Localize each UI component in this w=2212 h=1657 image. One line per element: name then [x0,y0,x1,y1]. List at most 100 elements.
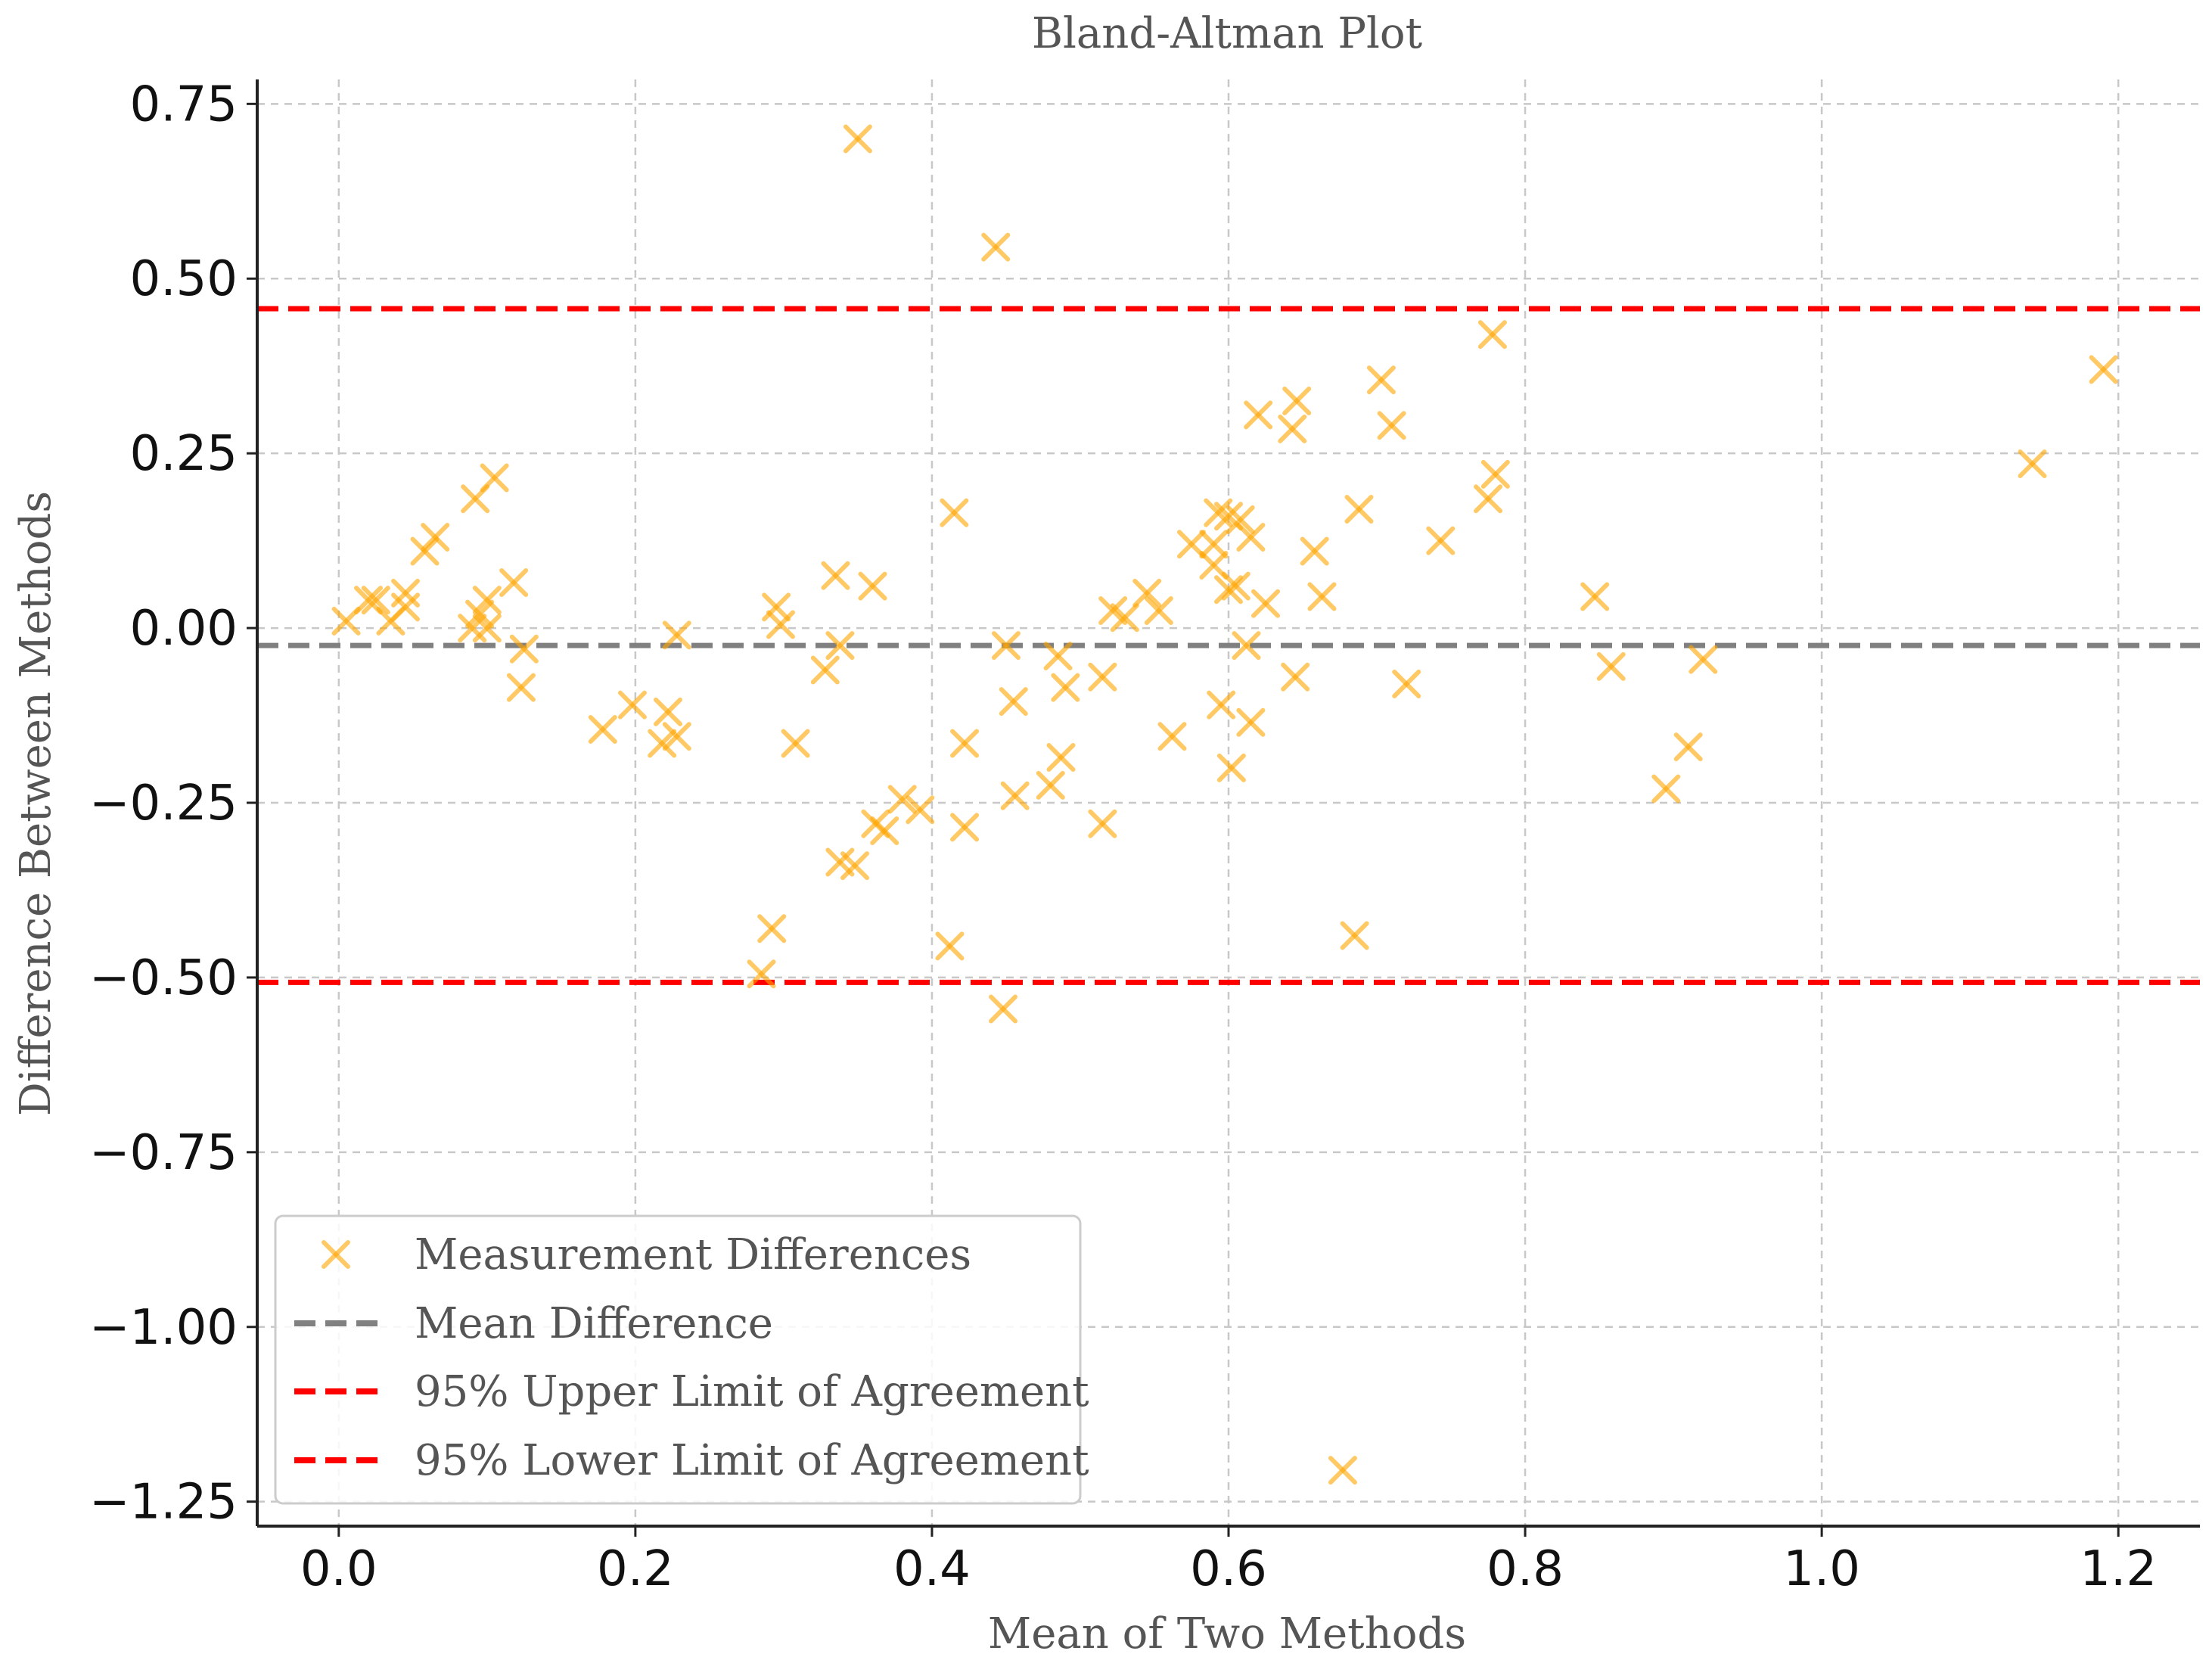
data-point [1392,669,1421,698]
x-tick-label: 0.8 [1487,1541,1564,1597]
x-axis-label: Mean of Two Methods [988,1609,1466,1657]
data-point [1480,459,1510,489]
data-point [1474,484,1503,514]
data-point [1251,589,1281,618]
data-point [747,959,776,989]
data-point [781,729,810,758]
data-point [1328,1456,1357,1485]
data-point [1244,400,1273,430]
data-point [1689,645,1718,674]
data-point [1236,707,1266,737]
data-point [757,914,787,944]
data-point [935,931,965,961]
data-point [1226,505,1255,534]
y-tick-label: −0.50 [89,950,238,1006]
reference-lines [257,306,2200,985]
y-tick-label: 0.00 [130,601,238,657]
x-tick-label: 0.0 [300,1541,377,1597]
data-point [472,614,502,643]
data-point [1300,536,1329,566]
data-point [1673,732,1703,762]
data-point [1157,722,1187,751]
y-tick-label: 0.25 [130,426,238,482]
data-point [410,536,440,566]
legend-label-mean: Mean Difference [415,1299,773,1348]
grid [257,79,2200,1526]
data-point [950,729,980,758]
data-point [1596,651,1626,681]
y-tick-label: −1.00 [89,1300,238,1356]
y-tick-label: −0.25 [89,776,238,832]
data-point [825,631,855,661]
data-point [391,578,421,608]
data-point [999,687,1028,717]
data-point [821,561,850,590]
data-point [1366,365,1396,395]
y-tick-label: −1.25 [89,1475,238,1531]
x-tick-label: 1.2 [2080,1541,2157,1597]
data-point [1221,571,1250,601]
data-point [766,610,795,639]
x-tick-label: 0.6 [1190,1541,1267,1597]
data-point [1214,575,1243,605]
data-point [1088,809,1117,838]
data-point [654,697,683,726]
data-point [1651,774,1681,804]
data-point [361,586,390,615]
data-point [1232,631,1261,661]
data-point [843,124,872,154]
data-point [1377,411,1406,440]
legend-label-upper: 95% Upper Limit of Agreement [415,1367,1089,1416]
data-point [509,634,539,664]
data-point [506,673,536,702]
data-point [1282,386,1312,415]
data-point [2089,355,2118,384]
data-point [1199,530,1229,559]
data-point [1477,320,1507,350]
data-point [465,599,495,629]
data-point [480,463,509,493]
data-point [1144,595,1173,625]
x-tick-label: 0.2 [597,1541,674,1597]
data-point [2018,449,2047,479]
data-point [840,851,870,881]
data-point [1088,662,1117,692]
data-point [1278,414,1307,443]
data-point [887,785,917,814]
data-point [617,690,647,720]
data-point [648,729,677,758]
data-point [1580,582,1610,611]
scatter-points [331,124,2118,1485]
chart-title: Bland-Altman Plot [1032,9,1423,58]
data-point [810,655,840,685]
data-point [1036,770,1065,800]
data-point [588,715,617,745]
data-point [1051,673,1080,702]
data-point [1340,921,1369,950]
y-tick-label: −0.75 [89,1125,238,1181]
data-point [1281,662,1310,692]
legend-label-lower: 95% Lower Limit of Agreement [415,1436,1089,1485]
data-point [1132,578,1162,608]
data-point [1046,742,1076,772]
data-point [870,816,899,845]
x-tick-label: 1.0 [1783,1541,1860,1597]
legend-box [274,1214,1082,1505]
data-point [1426,526,1456,555]
y-tick-label: 0.75 [130,76,238,132]
legend-label-measurement: Measurement Differences [415,1230,971,1279]
data-point [1307,582,1337,611]
data-point [499,568,529,598]
data-point [858,571,887,601]
data-point [906,795,935,825]
data-point [981,232,1011,262]
y-tick-label: 0.50 [130,251,238,307]
data-point [1110,603,1139,633]
data-point [662,722,691,751]
data-point [950,813,980,842]
data-point [662,620,691,650]
legend: Measurement Differences Mean Difference … [274,1214,1089,1505]
data-point [1236,523,1266,552]
data-point [472,586,502,615]
